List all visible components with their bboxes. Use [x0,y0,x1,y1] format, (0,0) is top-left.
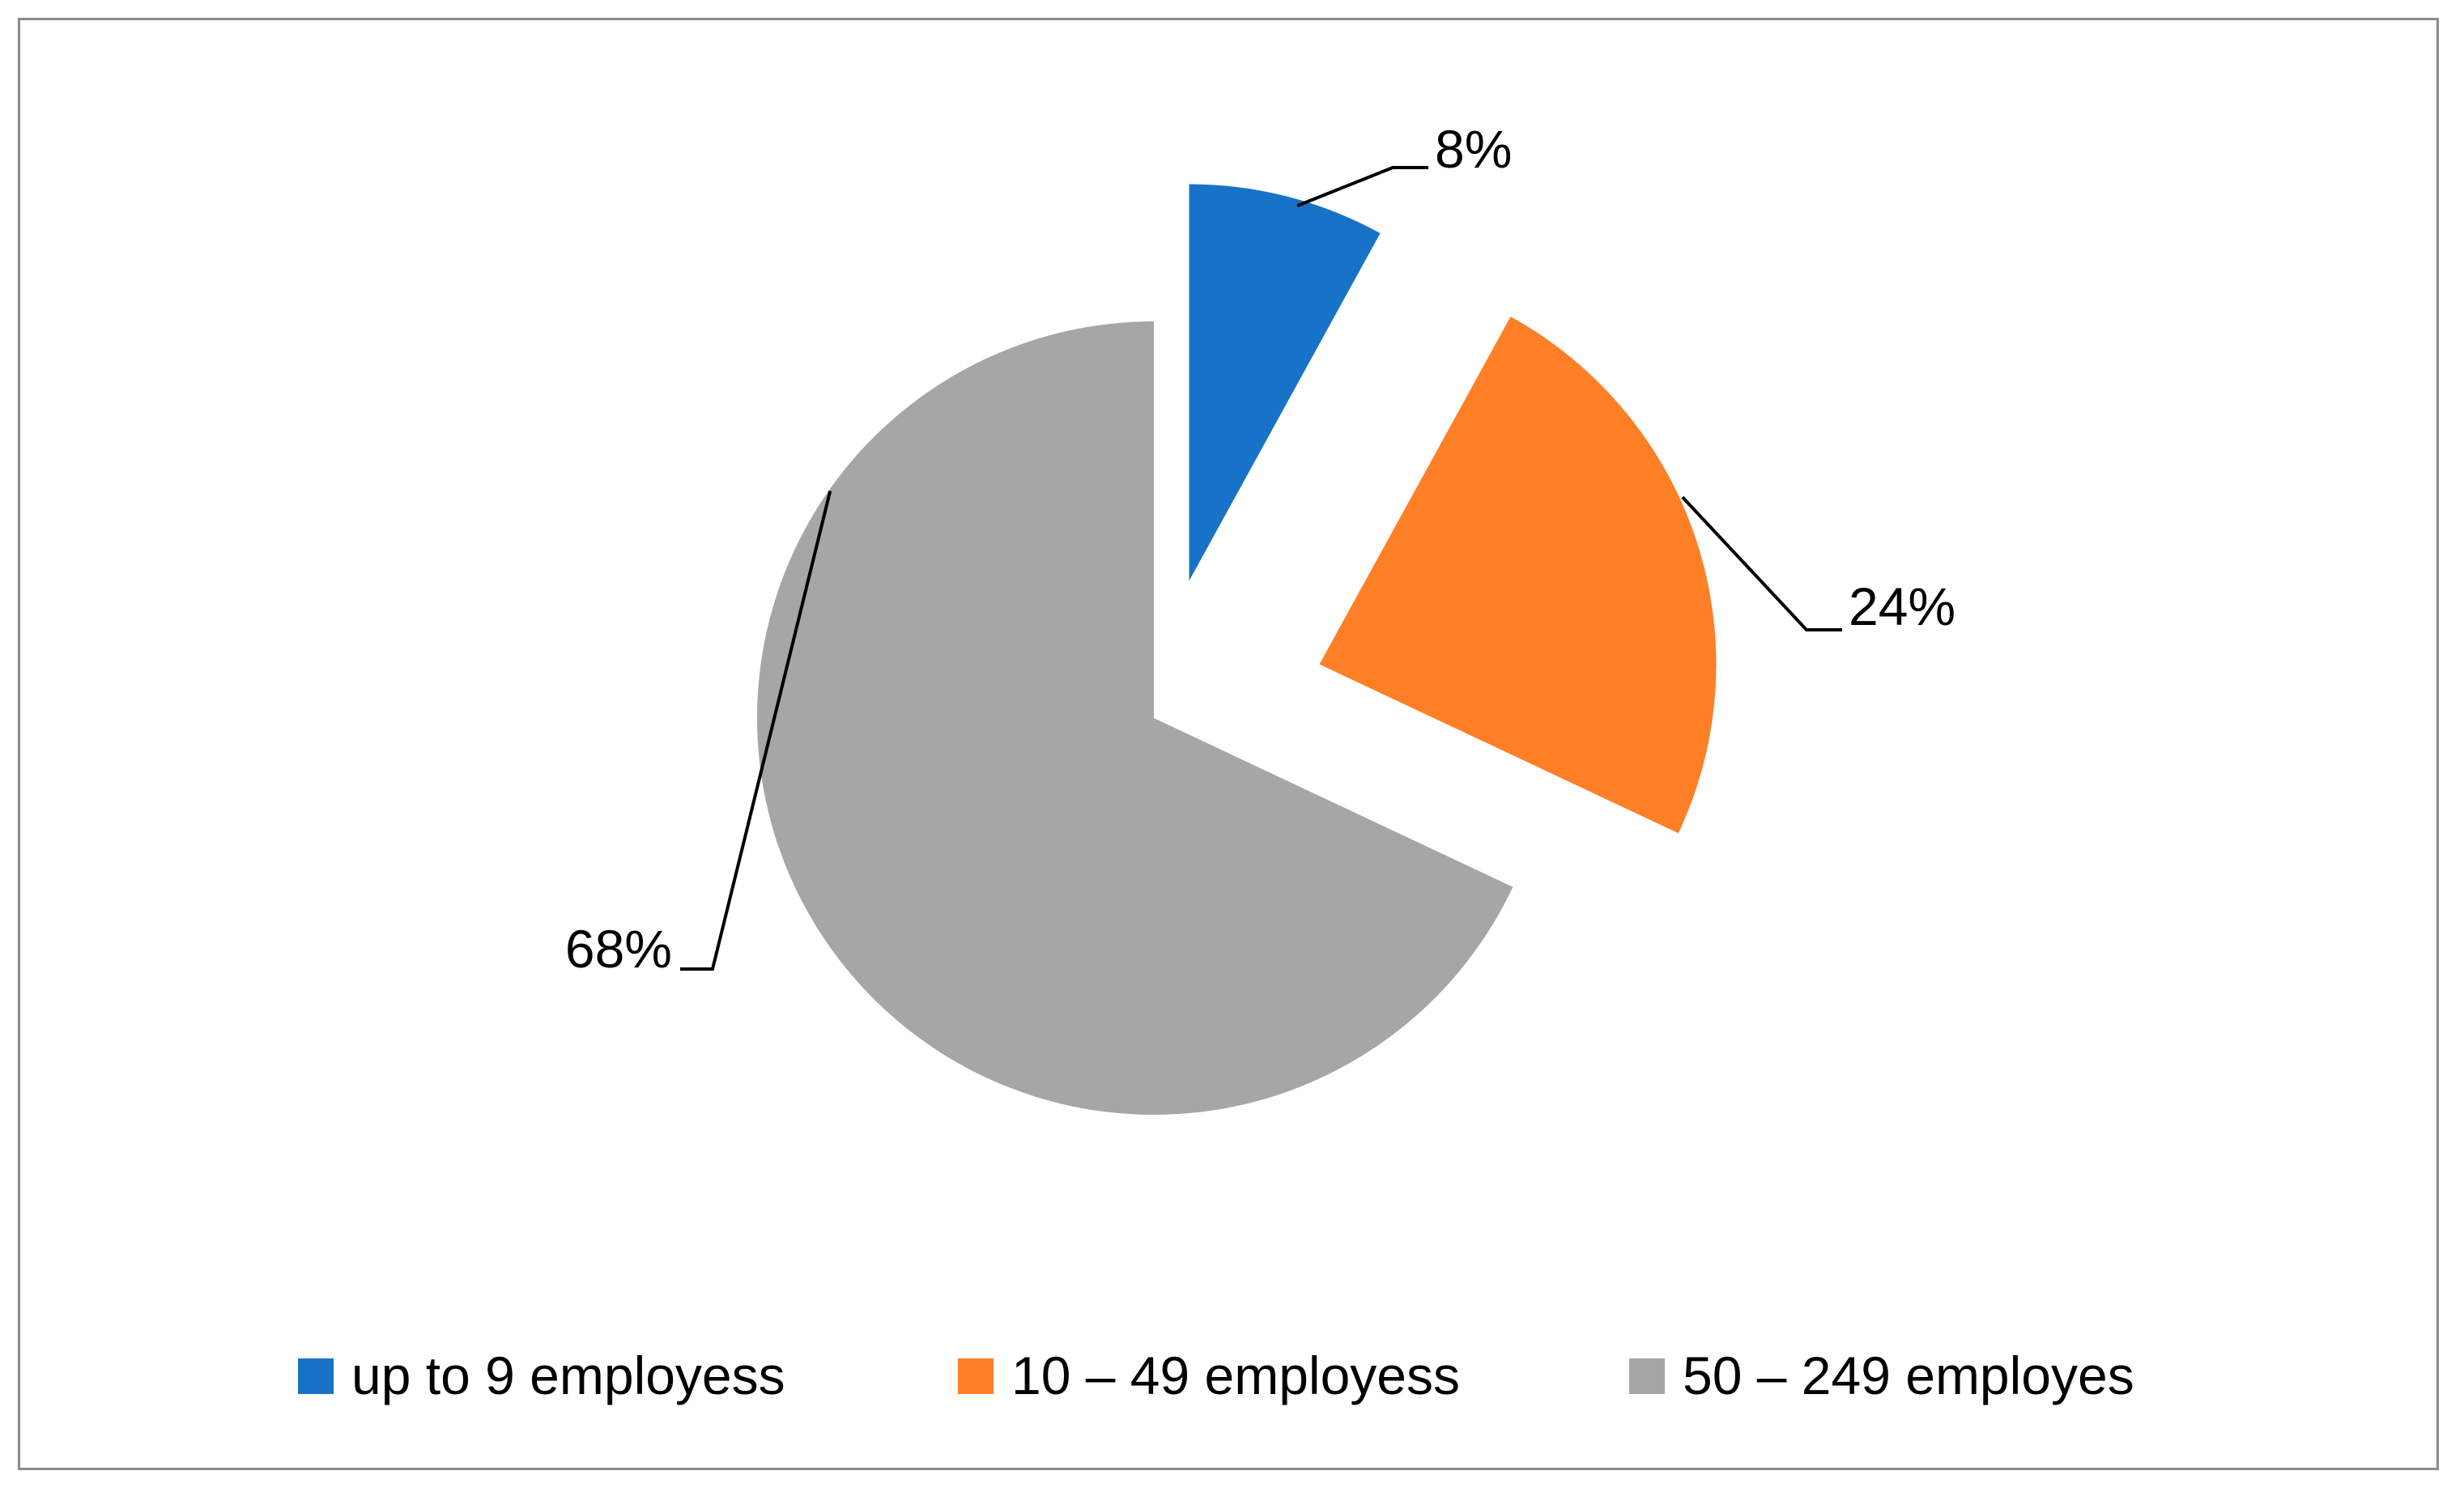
data-label-10-49: 24% [1849,576,1955,636]
pie-slice-up-to-9 [1189,184,1381,581]
leader-line-50-249 [680,491,832,971]
data-label-up-to-9: 8% [1435,119,1512,179]
legend-swatch-10-49 [958,1358,994,1394]
legend-swatch-up-to-9 [298,1358,334,1394]
legend-item-50-249: 50 – 249 employes [1629,1345,2134,1405]
data-labels: 8% 24% 68% [565,119,1955,979]
leader-lines [680,166,1842,971]
legend-item-10-49: 10 – 49 employess [958,1345,1460,1405]
data-label-50-249: 68% [565,919,672,979]
legend-label-up-to-9: up to 9 employess [351,1345,785,1405]
pie-slices [757,184,1717,1115]
pie-slice-50-249 [757,321,1513,1115]
leader-line-10-49 [1681,495,1842,631]
legend-swatch-50-249 [1629,1358,1665,1394]
legend-label-50-249: 50 – 249 employes [1683,1345,2134,1405]
legend-item-up-to-9: up to 9 employess [298,1345,785,1405]
pie-slice-10-49 [1319,317,1717,834]
legend-label-10-49: 10 – 49 employess [1011,1345,1460,1405]
leader-line-up-to-9 [1296,166,1428,207]
legend: up to 9 employess 10 – 49 employess 50 – 2… [298,1345,2134,1405]
